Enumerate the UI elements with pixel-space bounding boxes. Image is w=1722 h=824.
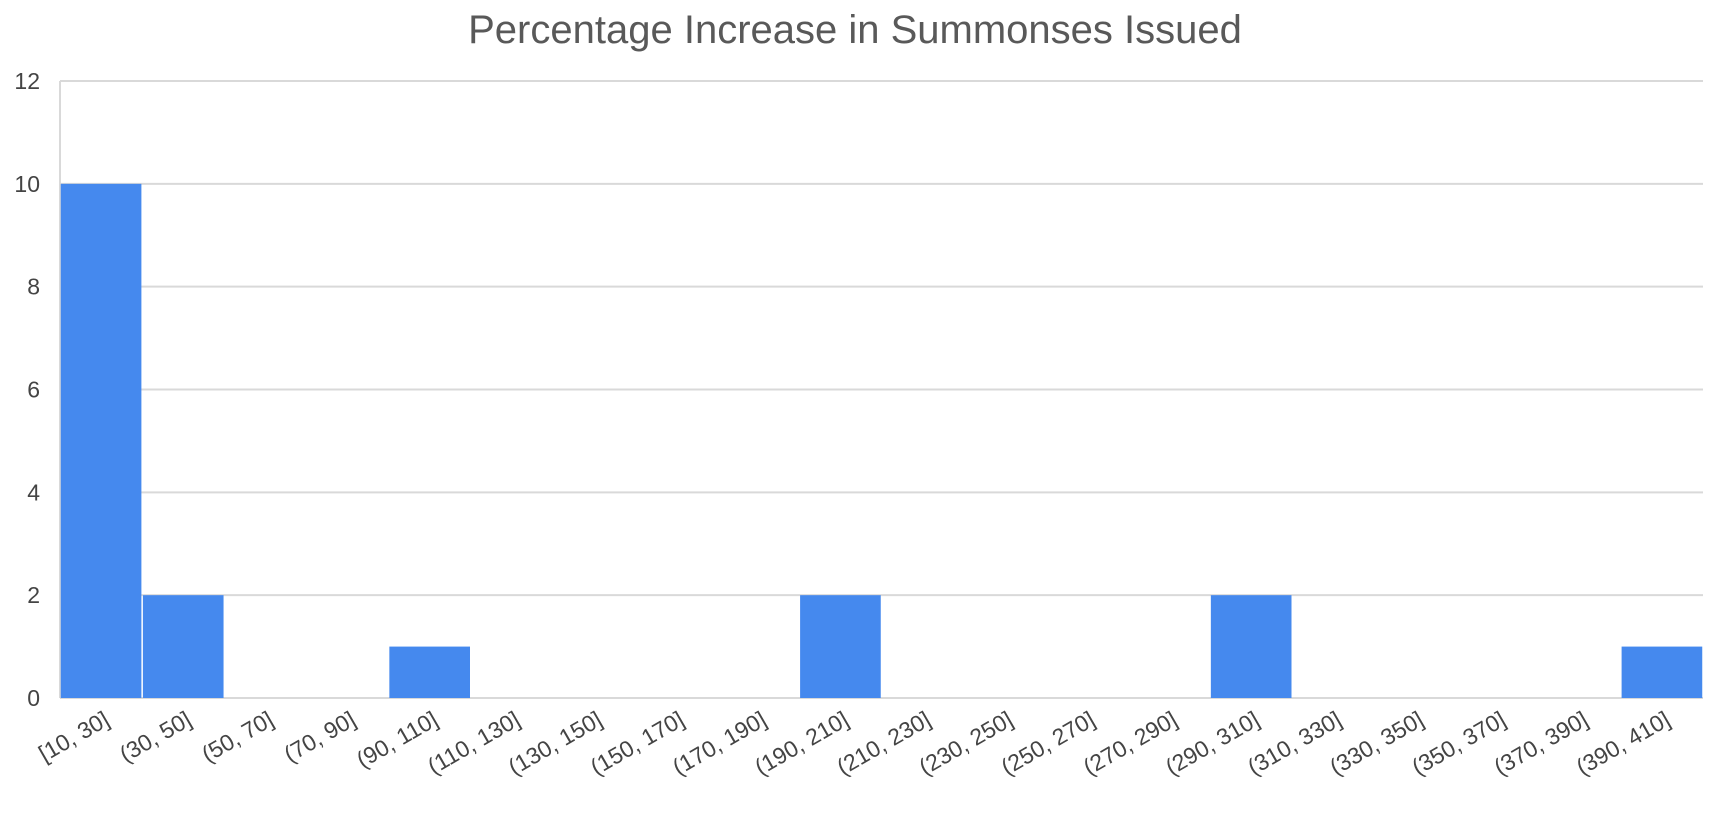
x-tick-label: [10, 30] xyxy=(34,706,113,767)
y-tick-label: 8 xyxy=(27,274,40,300)
bar xyxy=(1621,646,1703,698)
x-tick-label: (250, 270] xyxy=(997,706,1100,780)
y-tick-label: 2 xyxy=(27,582,40,608)
y-tick-label: 0 xyxy=(27,685,40,711)
y-tick-label: 6 xyxy=(27,377,40,403)
x-tick-label: (170, 190] xyxy=(668,706,771,780)
bar xyxy=(1210,595,1292,698)
y-axis-ticks: 0 2 4 6 8 10 12 xyxy=(14,68,40,711)
chart-title: Percentage Increase in Summonses Issued xyxy=(468,8,1242,52)
x-tick-label: (130, 150] xyxy=(504,706,607,780)
x-tick-label: (30, 50] xyxy=(115,706,196,768)
x-tick-label: (370, 390] xyxy=(1489,706,1592,780)
bar xyxy=(60,183,142,699)
x-tick-label: (350, 370] xyxy=(1407,706,1510,780)
x-tick-label: (190, 210] xyxy=(750,706,853,780)
y-tick-label: 10 xyxy=(14,171,40,197)
bar xyxy=(800,595,881,698)
y-tick-label: 12 xyxy=(14,68,40,94)
x-tick-label: (210, 230] xyxy=(832,706,935,780)
bars xyxy=(60,183,1703,699)
bar xyxy=(142,595,224,698)
x-tick-label: (270, 290] xyxy=(1079,706,1182,780)
x-tick-label: (50, 70] xyxy=(197,706,278,768)
gridlines xyxy=(59,80,1703,699)
y-tick-label: 4 xyxy=(27,479,40,505)
x-tick-label: (330, 350] xyxy=(1325,706,1428,780)
bar xyxy=(389,646,470,698)
x-tick-label: (390, 410] xyxy=(1572,706,1675,780)
x-tick-label: (290, 310] xyxy=(1161,706,1264,780)
x-tick-label: (150, 170] xyxy=(586,706,689,780)
x-tick-label: (230, 250] xyxy=(914,706,1017,780)
x-tick-label: (310, 330] xyxy=(1243,706,1346,780)
x-axis-ticks: [10, 30] (30, 50] (50, 70] (70, 90](90, 110… xyxy=(34,706,1674,780)
x-tick-label: (70, 90] xyxy=(279,706,360,768)
